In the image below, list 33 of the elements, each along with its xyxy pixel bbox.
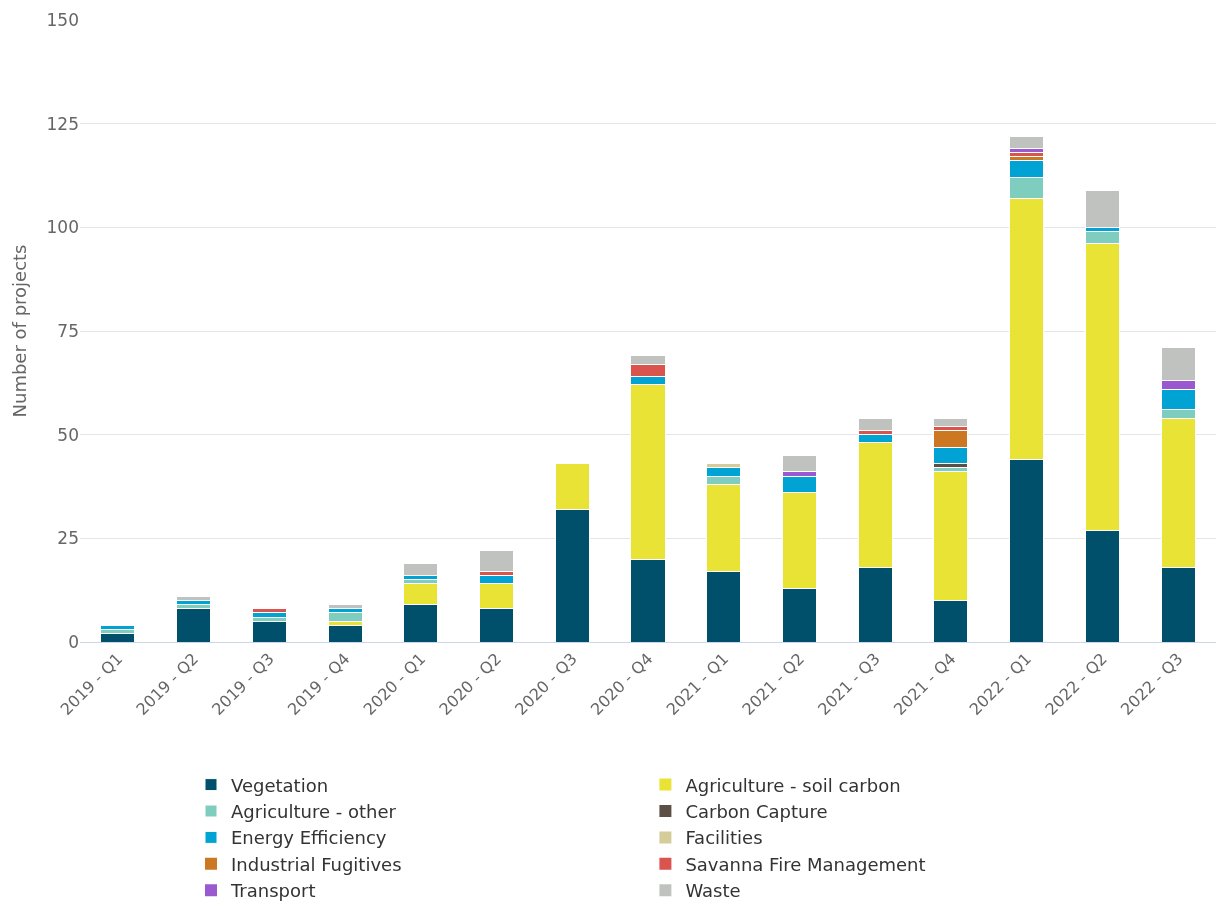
y-tick-label: 150	[46, 9, 79, 30]
y-tick-label: 50	[57, 424, 79, 445]
y-tick-label: 100	[46, 217, 79, 238]
legend-label: Vegetation	[231, 774, 329, 796]
y-axis-title: Number of projects	[8, 244, 30, 418]
bar	[100, 624, 136, 631]
legend-label: Energy Efficiency	[231, 827, 387, 849]
legend-label: Savanna Fire Management	[685, 853, 926, 875]
bar	[327, 624, 363, 642]
bar	[933, 417, 969, 427]
legend-label: Waste	[685, 880, 741, 902]
bar	[176, 595, 212, 602]
bar	[100, 633, 136, 642]
bar	[251, 620, 287, 642]
y-tick-label: 0	[68, 631, 79, 652]
legend-label: Carbon Capture	[685, 801, 828, 823]
bar	[478, 550, 515, 573]
bar	[176, 608, 212, 642]
y-tick-label: 25	[57, 528, 79, 549]
legend-label: Facilities	[685, 827, 763, 849]
bar	[857, 417, 893, 432]
legend-label: Industrial Fugitives	[231, 853, 402, 875]
bar	[251, 608, 287, 614]
bar	[403, 562, 439, 577]
legend-label: Agriculture - other	[231, 801, 397, 823]
legend-label: Agriculture - soil carbon	[685, 774, 901, 796]
bar	[781, 454, 818, 473]
y-tick-label: 125	[46, 113, 79, 134]
bar	[1084, 189, 1120, 228]
bar	[327, 604, 363, 610]
bar	[1009, 135, 1045, 150]
legend-label: Transport	[230, 880, 316, 902]
y-tick-label: 75	[57, 320, 79, 341]
